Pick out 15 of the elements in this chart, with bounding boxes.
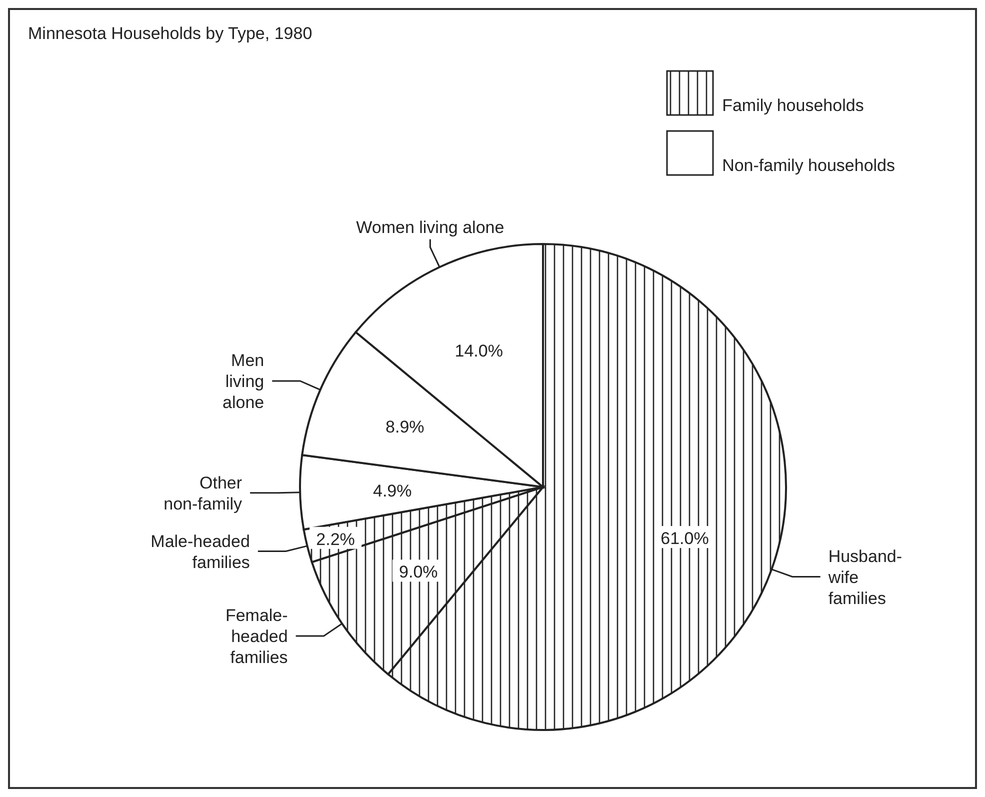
- data-label: 9.0%: [399, 562, 438, 582]
- data-label: 2.2%: [316, 530, 355, 549]
- text: Non-family households: [722, 156, 895, 176]
- slice-label: Female- headed families: [225, 606, 288, 667]
- slice-label: Husband- wife families: [827, 546, 902, 608]
- slice-label: Male-headed families: [150, 532, 250, 572]
- slice-label: Other non-family: [164, 473, 243, 514]
- chart-title: Minnesota Households by Type, 1980: [28, 24, 312, 44]
- slice-label: Women living alone: [356, 218, 504, 238]
- slice-label: Men living alone: [222, 350, 264, 412]
- data-label: 14.0%: [454, 342, 503, 361]
- text: Family households: [722, 96, 864, 116]
- data-label: 4.9%: [373, 481, 412, 500]
- data-label: 61.0%: [660, 529, 709, 548]
- data-label: 8.9%: [386, 418, 424, 437]
